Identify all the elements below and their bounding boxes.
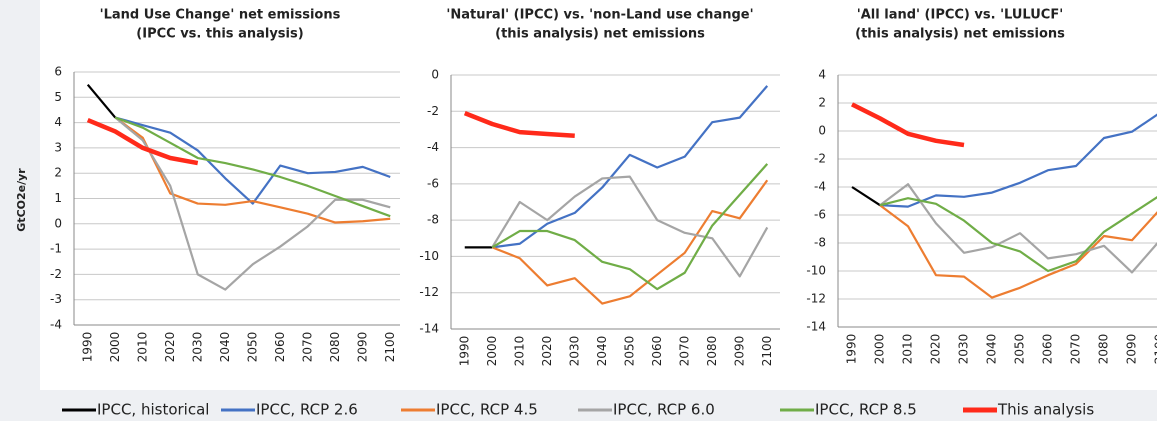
x-tick-label: 2060 [1041, 334, 1055, 365]
y-tick-label: -3 [50, 292, 62, 306]
y-tick-label: -2 [50, 267, 62, 281]
y-tick-label: 1 [54, 191, 62, 205]
x-tick-label: 2000 [108, 332, 122, 363]
legend-label: IPCC, RCP 8.5 [815, 401, 917, 419]
y-tick-label: -2 [427, 104, 439, 118]
chart-title: (this analysis) net emissions [495, 27, 705, 42]
series-line [491, 163, 769, 291]
x-tick-label: 2030 [190, 332, 204, 363]
x-tick-label: 2080 [1097, 334, 1111, 365]
chart-panel [780, 0, 1157, 390]
y-tick-label: 6 [54, 65, 62, 79]
y-tick-label: -8 [427, 213, 439, 227]
x-tick-label: 2010 [135, 332, 149, 363]
x-tick-label: 1990 [80, 332, 94, 363]
y-tick-label: -14 [419, 322, 439, 336]
x-tick-label: 1990 [845, 334, 859, 365]
x-tick-label: 2060 [273, 332, 287, 363]
x-tick-label: 2020 [540, 336, 554, 367]
x-tick-label: 2080 [705, 336, 719, 367]
series-line [879, 113, 1157, 208]
y-axis-label: GtCO2e/yr [15, 168, 28, 232]
chart-title: (IPCC vs. this analysis) [136, 27, 303, 42]
x-tick-label: 2070 [677, 336, 691, 367]
chart-title: (this analysis) net emissions [855, 27, 1065, 42]
x-tick-label: 2100 [1153, 334, 1157, 365]
x-tick-label: 1990 [457, 336, 471, 367]
series-line [879, 183, 1157, 274]
series-line [491, 179, 769, 305]
legend-label: IPCC, RCP 6.0 [613, 401, 715, 419]
series-line [879, 204, 1157, 299]
y-tick-label: -12 [806, 292, 826, 306]
x-tick-label: 2010 [901, 334, 915, 365]
chart-title: 'All land' (IPCC) vs. 'LULUCF' [857, 8, 1063, 23]
chart-title: 'Natural' (IPCC) vs. 'non-Land use chang… [446, 8, 753, 23]
y-tick-label: -4 [814, 180, 826, 194]
y-tick-label: -8 [814, 236, 826, 250]
y-tick-label: -6 [427, 176, 439, 190]
x-tick-label: 2090 [1125, 334, 1139, 365]
series-line [851, 186, 881, 207]
y-tick-label: -10 [419, 249, 439, 263]
y-tick-label: -2 [814, 152, 826, 166]
x-tick-label: 2020 [163, 332, 177, 363]
x-tick-label: 2000 [873, 334, 887, 365]
y-tick-label: 0 [818, 124, 826, 138]
x-tick-label: 2030 [567, 336, 581, 367]
x-tick-label: 2060 [650, 336, 664, 367]
legend-label: IPCC, RCP 4.5 [436, 401, 538, 419]
y-tick-label: -1 [50, 242, 62, 256]
series-line [879, 196, 1157, 273]
y-tick-label: 2 [54, 166, 62, 180]
y-tick-label: -4 [427, 140, 439, 154]
y-tick-label: 3 [54, 140, 62, 154]
y-tick-label: 0 [431, 68, 439, 82]
x-tick-label: 2040 [218, 332, 232, 363]
y-tick-label: -12 [419, 285, 439, 299]
x-tick-label: 2040 [595, 336, 609, 367]
y-tick-label: 0 [54, 216, 62, 230]
y-tick-label: -10 [806, 264, 826, 278]
y-tick-label: 2 [818, 96, 826, 110]
y-tick-label: -6 [814, 208, 826, 222]
chart-panel [40, 0, 405, 390]
x-tick-label: 2070 [1069, 334, 1083, 365]
legend-label: This analysis [997, 401, 1094, 419]
x-tick-label: 2050 [1013, 334, 1027, 365]
legend-label: IPCC, historical [97, 401, 209, 419]
x-tick-label: 2100 [383, 332, 397, 363]
series-line [86, 83, 117, 119]
x-tick-label: 2080 [328, 332, 342, 363]
x-tick-label: 2090 [732, 336, 746, 367]
series-line [463, 111, 575, 139]
x-tick-label: 2040 [985, 334, 999, 365]
series-line [114, 116, 391, 218]
series-line [114, 116, 391, 205]
y-tick-label: 4 [54, 115, 62, 129]
series-line [114, 116, 391, 224]
x-tick-label: 2050 [622, 336, 636, 367]
x-tick-label: 2050 [245, 332, 259, 363]
series-line [491, 175, 769, 278]
chart-title: 'Land Use Change' net emissions [100, 8, 341, 23]
x-tick-label: 2020 [929, 334, 943, 365]
x-tick-label: 2070 [300, 332, 314, 363]
y-tick-label: 4 [818, 68, 826, 82]
x-tick-label: 2000 [485, 336, 499, 367]
x-tick-label: 2100 [760, 336, 774, 367]
legend-label: IPCC, RCP 2.6 [256, 401, 358, 419]
series-line [86, 117, 199, 166]
x-tick-label: 2010 [512, 336, 526, 367]
y-tick-label: -14 [806, 320, 826, 334]
y-tick-label: 5 [54, 90, 62, 104]
x-tick-label: 2090 [355, 332, 369, 363]
series-line [850, 102, 965, 148]
y-tick-label: -4 [50, 318, 62, 332]
x-tick-label: 2030 [957, 334, 971, 365]
